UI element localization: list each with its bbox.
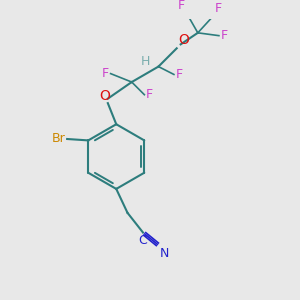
Text: F: F <box>101 67 108 80</box>
Text: F: F <box>215 2 222 15</box>
Text: O: O <box>99 88 110 103</box>
Text: Br: Br <box>52 133 66 146</box>
Text: F: F <box>220 29 227 42</box>
Text: O: O <box>178 33 189 47</box>
Text: C: C <box>139 234 147 247</box>
Text: F: F <box>146 88 153 101</box>
Text: F: F <box>175 68 182 81</box>
Text: N: N <box>160 247 169 260</box>
Text: H: H <box>141 55 151 68</box>
Text: F: F <box>178 0 185 12</box>
